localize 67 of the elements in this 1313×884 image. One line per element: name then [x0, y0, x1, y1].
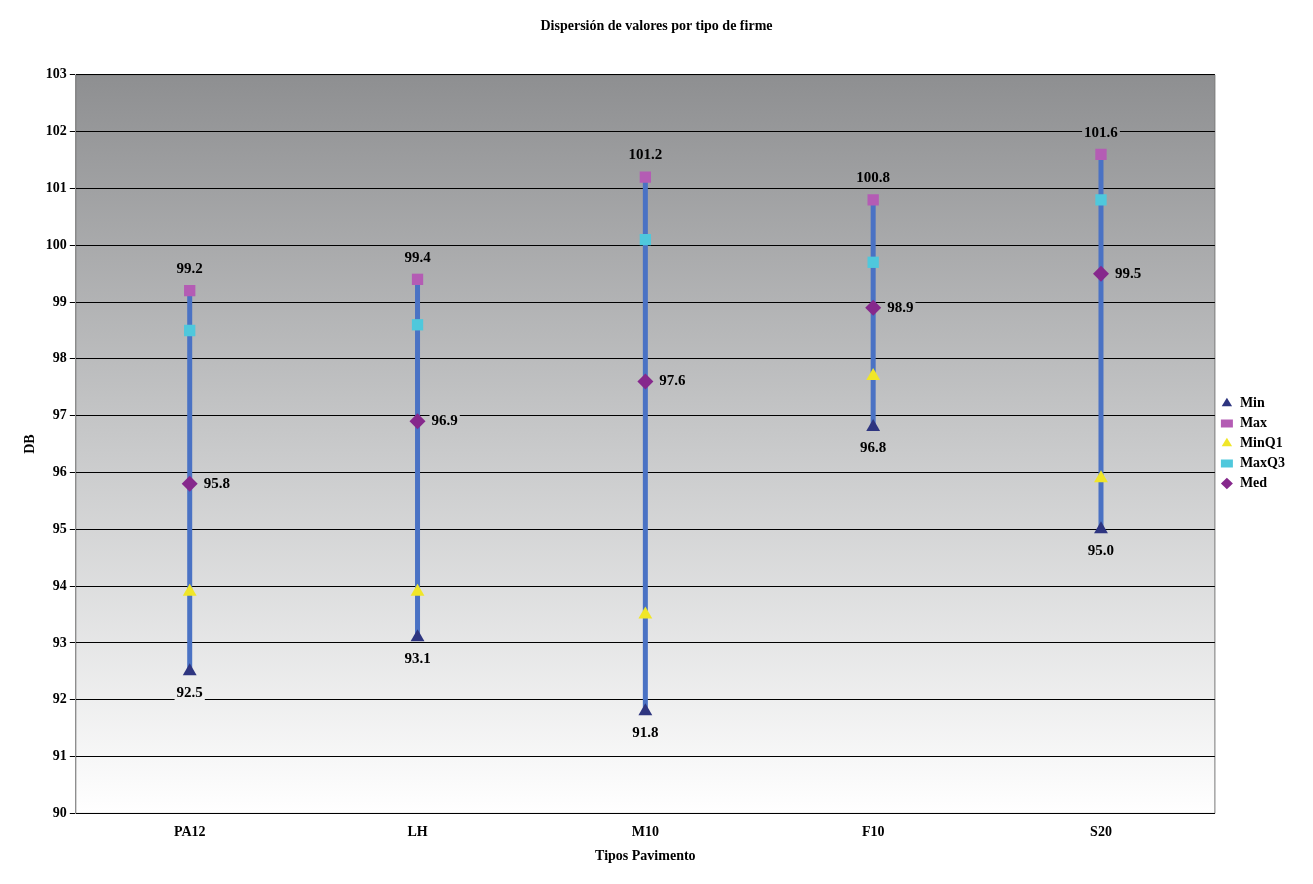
- y-tick-label: 100: [45, 236, 67, 252]
- data-label: 95.8: [203, 474, 230, 491]
- legend-label: Med: [1239, 475, 1268, 491]
- data-label: 96.8: [860, 439, 887, 456]
- point: [411, 319, 424, 331]
- point: [1094, 521, 1108, 534]
- point: [1092, 265, 1109, 282]
- data-label: 93.1: [404, 649, 431, 666]
- data-label: 99.4: [404, 248, 432, 265]
- point: [182, 663, 197, 676]
- point: [639, 233, 652, 246]
- y-tick-label: 91: [52, 748, 67, 764]
- point: [1095, 148, 1107, 160]
- point: [410, 629, 425, 642]
- x-tick-label: F10: [861, 824, 885, 840]
- point: [184, 285, 196, 297]
- y-tick-label: 92: [52, 691, 67, 707]
- point: [638, 606, 653, 619]
- y-tick-label: 98: [52, 350, 67, 366]
- y-tick-label: 94: [52, 577, 67, 593]
- y-tick-label: 102: [45, 123, 67, 139]
- y-axis-title: DB: [22, 434, 38, 454]
- point: [181, 475, 198, 492]
- x-tick-label: S20: [1090, 824, 1112, 840]
- point: [1094, 470, 1108, 483]
- point: [182, 583, 197, 596]
- legend-label: Max: [1239, 415, 1268, 431]
- point: [639, 171, 652, 183]
- x-tick-label: PA12: [173, 824, 206, 840]
- point: [410, 583, 425, 596]
- point: [866, 367, 881, 380]
- y-tick-label: 96: [52, 464, 67, 480]
- data-label: 98.9: [887, 298, 914, 315]
- point: [867, 194, 879, 206]
- chart-title: Dispersión de valores por tipo de firme: [540, 18, 773, 34]
- legend-label: MinQ1: [1239, 435, 1283, 451]
- point: [1095, 194, 1107, 206]
- point: [411, 273, 424, 285]
- y-tick-label: 95: [52, 520, 67, 536]
- data-label: 100.8: [856, 169, 891, 186]
- x-tick-label: M10: [631, 824, 659, 840]
- point: [865, 299, 882, 316]
- point: [184, 324, 196, 337]
- y-tick-label: 103: [45, 66, 67, 82]
- y-tick-label: 90: [52, 805, 67, 821]
- legend-label: Min: [1239, 395, 1265, 411]
- data-label: 96.9: [431, 412, 458, 429]
- data-label: 92.5: [176, 683, 203, 700]
- point: [866, 419, 881, 432]
- point: [638, 703, 653, 716]
- y-tick-label: 101: [45, 180, 67, 196]
- y-tick-label: 99: [52, 293, 67, 309]
- point: [637, 373, 654, 390]
- y-tick-label: 93: [52, 634, 67, 650]
- data-label: 99.5: [1114, 264, 1142, 281]
- data-label: 95.0: [1087, 541, 1115, 558]
- data-label: 101.2: [628, 146, 663, 163]
- legend-label: MaxQ3: [1239, 455, 1286, 471]
- point: [867, 256, 879, 268]
- x-axis-title: Tipos Pavimento: [595, 848, 696, 864]
- data-label: 101.6: [1084, 123, 1119, 140]
- data-label: 91.8: [632, 723, 659, 740]
- data-label: 97.6: [659, 372, 687, 389]
- y-tick-label: 97: [52, 407, 67, 423]
- x-tick-label: LH: [407, 824, 428, 840]
- data-label: 99.2: [176, 260, 203, 277]
- point: [409, 413, 426, 430]
